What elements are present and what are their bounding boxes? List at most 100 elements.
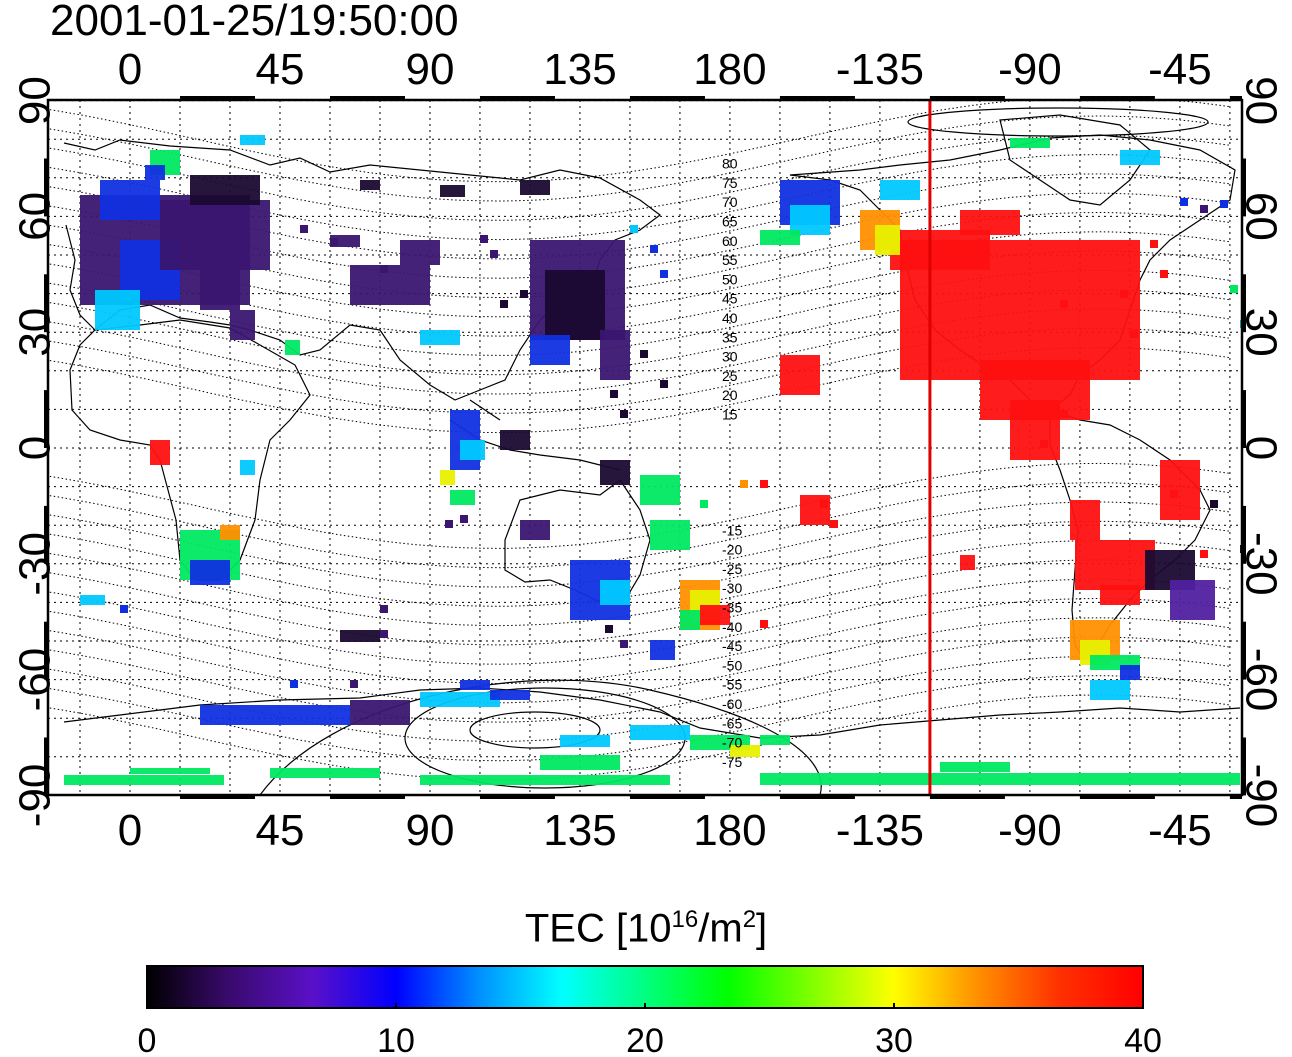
magnetic-latitude-label: -25 [722,561,742,577]
frame-tick-band [1241,621,1246,680]
tec-sample [300,225,308,233]
tec-patch [440,470,455,485]
magnetic-latitude-labels: 80 75 70 65 60 55 50 45 40 35 30 25 20 15 -15 -20 -25 -30… [722,156,742,770]
tec-patch [760,735,790,745]
tec-sample [500,300,508,308]
colorbar-title-close: ] [756,906,768,951]
tec-patch [780,355,820,395]
tec-patch [760,230,800,245]
magnetic-latitude-label: 55 [722,252,738,268]
tec-patch [650,520,690,550]
tec-patch [190,560,230,585]
coast-antarctica [63,687,1241,739]
magnetic-latitude-label: -40 [722,619,742,635]
magnetic-latitude-label: 40 [722,310,738,326]
tec-sample [620,410,628,418]
tec-patch [1070,500,1100,540]
tec-sample [350,680,358,688]
top-longitude-label: 45 [256,45,305,94]
top-longitude-label: 135 [543,45,616,94]
tec-patch [200,705,350,725]
tec-sample [610,390,618,398]
tec-sample [1180,198,1188,206]
colorbar-ticks: 0 10 20 30 40 [138,1003,1162,1057]
tec-sample [1200,205,1208,213]
tec-patch [1170,580,1215,620]
frame-tick-band [1241,274,1246,333]
right-latitude-label: 90 [1237,76,1286,125]
tec-patch [145,165,165,180]
tec-patch [960,555,975,570]
tec-patch [1120,150,1160,165]
frame-tick-band [1079,96,1155,101]
tec-patch [80,595,105,605]
colorbar-title-unit: /m [698,906,743,951]
tec-patch [360,180,380,190]
frame-tick-band [44,274,49,333]
map-frame-ticks [44,96,1246,799]
tec-patch [760,773,1240,785]
tec-sample [490,250,498,258]
tec-patch [1120,665,1140,680]
top-longitude-label: 180 [693,45,766,94]
tec-patch [220,525,240,540]
magnetic-latitude-label: 20 [722,387,738,403]
left-latitude-label: -90 [10,764,59,828]
bottom-longitude-labels: 0 45 90 135 180 -135 -90 -45 [118,806,1212,855]
tec-sample [620,640,628,648]
tec-sample [1170,490,1178,498]
tec-patch [600,460,630,485]
tec-patch [490,690,530,700]
right-latitude-label: -60 [1237,648,1286,712]
tec-patch [600,330,630,380]
magnetic-latitude-label: 15 [722,407,738,423]
tec-patch [400,240,440,265]
magnetic-latitude-label: -50 [722,657,742,673]
magnetic-latitude-label: 35 [722,329,738,345]
tec-sample [660,270,668,278]
tec-sample [520,290,528,298]
tec-patch [1010,138,1050,148]
tec-patch [440,185,465,197]
colorbar-title-unit-exponent: 2 [742,906,757,933]
tec-patch [270,768,380,778]
tec-patch [240,135,265,145]
tec-sample [1040,440,1048,448]
tec-patch [520,180,550,195]
frame-tick-band [1229,96,1242,101]
tec-sample [1210,500,1218,508]
frame-tick-band [329,794,405,799]
frame-tick-band [1241,505,1246,564]
tec-sample [605,625,613,633]
tec-patch [700,605,730,625]
top-longitude-label: 90 [406,45,455,94]
tec-sample [1060,300,1068,308]
tec-sample [660,380,668,388]
tec-patch [350,700,410,725]
frame-tick-band [44,390,49,448]
right-latitude-label: 0 [1237,436,1286,460]
tec-patch [1010,400,1060,460]
tec-patch [730,745,760,757]
magnetic-latitude-label: 65 [722,214,738,230]
frame-tick-band [779,96,855,101]
frame-tick-band [329,96,405,101]
tec-sample [120,605,128,613]
tec-patch [800,495,830,525]
tec-sample [480,235,488,243]
tec-patch [64,775,224,785]
magnetic-latitude-label: 70 [722,194,738,210]
tec-patch [1075,540,1155,590]
tec-sample [650,245,658,253]
right-latitude-label: -90 [1237,764,1286,828]
frame-tick-band [44,505,49,564]
tec-patch [1090,680,1130,700]
tec-patch [540,755,620,770]
tec-patch [240,460,255,475]
colorbar-tick-label: 40 [1124,1022,1162,1057]
tec-patch [520,520,550,540]
left-latitude-label: 0 [10,436,59,460]
tec-sample [380,605,388,613]
right-latitude-label: 30 [1237,308,1286,357]
magnetic-latitude-label: -30 [722,580,742,596]
